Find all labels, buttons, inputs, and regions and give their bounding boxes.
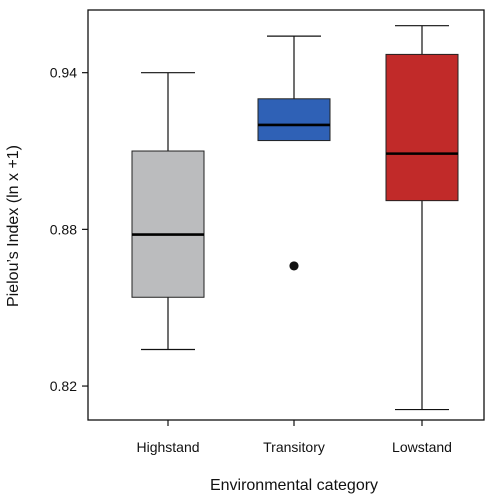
- box-transitory: [257, 35, 331, 271]
- iqr-box: [131, 150, 205, 298]
- x-tick-label: Transitory: [263, 439, 325, 455]
- axis-layer: 0.82 0.88 0.94 Highstand Transitory Lowstand: [50, 65, 452, 455]
- y-tick-label: 0.82: [50, 378, 77, 394]
- x-tick-label: Lowstand: [392, 439, 452, 455]
- plot-frame: [87, 9, 485, 421]
- box-lowstand: [385, 25, 459, 411]
- outlier-point: [289, 261, 299, 271]
- box-highstand: [131, 72, 205, 351]
- plot-layer: [87, 9, 485, 421]
- y-tick-label: 0.94: [50, 65, 77, 81]
- x-axis-title: Environmental category: [210, 477, 378, 494]
- x-tick-label: Highstand: [136, 439, 199, 455]
- y-tick-label: 0.88: [50, 221, 77, 237]
- iqr-box: [385, 53, 459, 202]
- iqr-box: [257, 98, 331, 142]
- y-axis-title: Pielou’s Index (ln x +1): [5, 145, 22, 307]
